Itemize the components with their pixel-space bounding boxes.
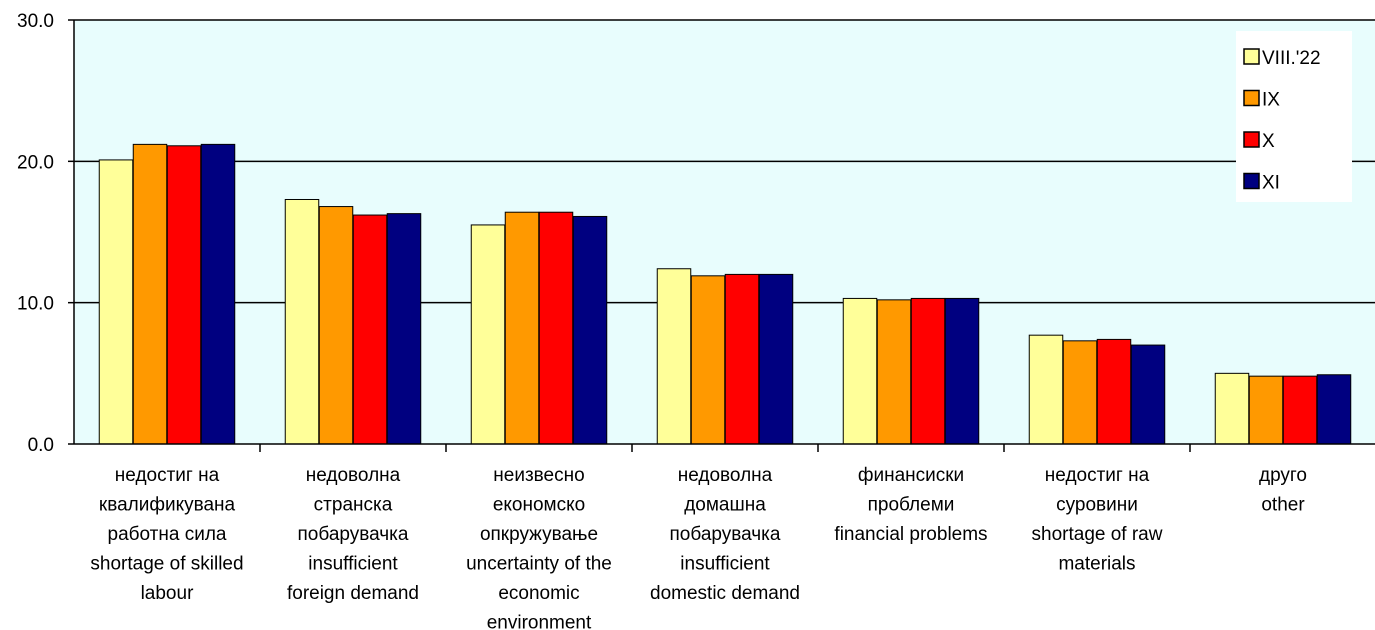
- bar: [166, 145, 202, 445]
- bar: [842, 297, 878, 445]
- bar: [318, 206, 354, 445]
- x-category-label: неизвесно економско опкружување uncertainty…: [466, 465, 612, 630]
- bar: [1282, 375, 1318, 445]
- bars: [98, 143, 1352, 445]
- legend-label: IX: [1262, 90, 1280, 111]
- legend-swatch: [1243, 131, 1260, 148]
- y-tick-label: 0.0: [28, 435, 54, 456]
- y-tick-label: 20.0: [17, 152, 54, 173]
- bar: [386, 213, 422, 445]
- x-axis-category-labels: недостиг на квалификувана работна сила shor…: [90, 465, 1307, 630]
- legend-swatch: [1243, 89, 1260, 107]
- x-category-label-line: друго: [1259, 465, 1307, 486]
- axes: [68, 19, 1375, 452]
- y-tick-label: 30.0: [17, 11, 54, 32]
- x-category-label-line: недоволна: [306, 465, 401, 486]
- x-category-label-line: labour: [141, 583, 194, 604]
- bar: [284, 198, 320, 445]
- x-category-label-line: странска: [314, 495, 393, 516]
- x-category-label-line: financial problems: [834, 524, 987, 545]
- bar: [538, 211, 574, 445]
- x-category-label-line: uncertainty of the: [466, 554, 612, 575]
- x-category-label-line: квалификувана: [99, 495, 236, 516]
- x-category-label-line: other: [1261, 495, 1305, 516]
- y-axis-tick-labels: 0.0 10.0 20.0 30.0: [17, 11, 54, 456]
- x-category-label-line: shortage of skilled: [90, 554, 243, 575]
- x-category-label-line: побарувачка: [670, 524, 781, 545]
- legend-swatch: [1243, 172, 1260, 190]
- x-category-label-line: домашна: [684, 495, 766, 516]
- x-category-label: финансиски проблеми financial problems: [834, 465, 987, 545]
- bar: [910, 297, 946, 445]
- x-category-label-line: domestic demand: [650, 583, 800, 604]
- x-category-label-line: суровини: [1056, 495, 1138, 516]
- bar: [1214, 372, 1250, 445]
- bar: [944, 297, 980, 445]
- x-category-label-line: economic: [498, 583, 579, 604]
- bar: [504, 211, 540, 445]
- x-category-label: недостиг на квалификувана работна сила shor…: [90, 465, 243, 604]
- bar: [724, 273, 760, 445]
- legend: VIII.'22 IX X XI: [1236, 31, 1352, 202]
- x-category-label-line: materials: [1058, 554, 1135, 575]
- x-category-label: недоволна странска побарувачка insufficient…: [287, 465, 419, 604]
- x-category-label-line: работна сила: [108, 524, 227, 545]
- x-category-label-line: побарувачка: [298, 524, 409, 545]
- bar: [352, 214, 388, 445]
- bar: [1028, 334, 1064, 445]
- x-category-label-line: неизвесно: [493, 465, 584, 486]
- x-category-label: недостиг на суровини shortage of raw materi…: [1032, 465, 1163, 575]
- bar: [656, 268, 692, 445]
- legend-label: VIII.'22: [1262, 48, 1321, 69]
- bar: [1248, 375, 1284, 445]
- legend-swatch: [1243, 48, 1260, 65]
- x-category-label: друго other: [1259, 465, 1307, 516]
- x-category-label-line: економско: [493, 495, 585, 516]
- legend-label: XI: [1262, 173, 1280, 194]
- bar: [1130, 344, 1166, 445]
- bar: [1096, 338, 1132, 445]
- bar: [470, 224, 506, 445]
- bar: [200, 143, 236, 445]
- x-category-label: недоволна домашна побарувачка insufficient d…: [650, 465, 800, 604]
- legend-label: X: [1262, 131, 1275, 152]
- x-category-label-line: environment: [487, 613, 592, 630]
- x-category-label-line: опкружување: [480, 524, 598, 545]
- x-category-label-line: foreign demand: [287, 583, 419, 604]
- y-tick-label: 10.0: [17, 294, 54, 315]
- bar: [1062, 340, 1098, 445]
- bar: [98, 159, 134, 445]
- bar: [758, 273, 794, 445]
- bar: [876, 299, 912, 445]
- x-category-label-line: финансиски: [858, 465, 964, 486]
- x-category-label-line: insufficient: [680, 554, 770, 575]
- x-category-label-line: insufficient: [308, 554, 398, 575]
- x-category-label-line: недостиг на: [1045, 465, 1150, 486]
- x-category-label-line: shortage of raw: [1032, 524, 1163, 545]
- bar: [572, 215, 608, 445]
- bar: [690, 275, 726, 445]
- bar: [1316, 374, 1352, 445]
- x-category-label-line: недостиг на: [115, 465, 220, 486]
- x-category-label-line: проблеми: [868, 495, 955, 516]
- x-category-label-line: недоволна: [678, 465, 773, 486]
- bar: [132, 143, 168, 445]
